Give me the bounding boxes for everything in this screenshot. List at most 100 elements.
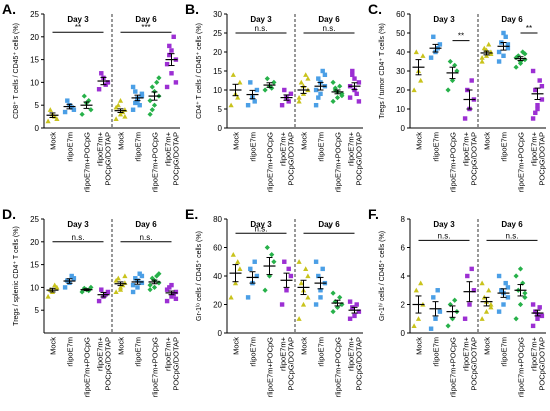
- data-point: [305, 273, 311, 279]
- x-tick-label: rlipoE7m+POCpG: [449, 132, 458, 192]
- data-point: [431, 295, 436, 300]
- data-point: [151, 284, 158, 290]
- data-point: [62, 285, 68, 290]
- y-tick-label: 40: [396, 48, 405, 57]
- data-point: [467, 302, 472, 307]
- data-point: [45, 118, 51, 124]
- data-point: [122, 273, 128, 279]
- significance-label: **: [75, 23, 81, 32]
- x-tick-label: POCpG/DOTAP: [538, 132, 547, 186]
- data-point: [133, 276, 138, 281]
- data-point: [135, 285, 140, 290]
- x-tick-label: rlipoE7m+: [96, 336, 105, 371]
- data-point: [513, 64, 519, 70]
- data-point: [462, 116, 468, 121]
- data-point: [486, 41, 492, 47]
- data-point: [296, 98, 302, 104]
- data-point: [117, 98, 124, 103]
- day-label: Day 6: [501, 220, 523, 229]
- data-point: [52, 282, 58, 288]
- data-point: [505, 45, 511, 51]
- data-point: [173, 80, 179, 85]
- x-tick-label: rlipoE7m: [317, 337, 326, 367]
- data-point: [105, 289, 111, 295]
- significance-label: n.s.: [323, 24, 336, 33]
- data-point: [354, 91, 359, 97]
- data-point: [71, 276, 77, 281]
- data-point: [65, 98, 70, 103]
- y-tick-label: 60: [396, 10, 405, 19]
- data-point: [113, 277, 119, 283]
- x-tick-label: Mock: [232, 132, 241, 150]
- data-point: [447, 58, 453, 65]
- data-point: [164, 298, 170, 304]
- data-point: [133, 89, 138, 94]
- data-point: [479, 58, 485, 64]
- data-point: [149, 107, 155, 113]
- x-tick-label: rlipoE7m: [500, 337, 509, 367]
- x-tick-label: Mock: [415, 337, 424, 355]
- data-point: [139, 280, 145, 286]
- data-point: [62, 109, 68, 115]
- x-tick-label: rlipoE7m+POCpG: [151, 132, 160, 192]
- data-point: [252, 99, 257, 104]
- data-point: [147, 287, 153, 293]
- data-point: [316, 273, 321, 279]
- x-tick-label: rlipoE7m: [317, 132, 326, 162]
- day-label: Day 6: [318, 220, 340, 229]
- data-point: [279, 102, 285, 108]
- y-tick-label: 10: [30, 78, 39, 87]
- data-point: [305, 76, 311, 81]
- data-point: [228, 294, 234, 300]
- data-point: [517, 301, 524, 308]
- data-point: [296, 259, 302, 264]
- data-point: [503, 34, 508, 40]
- day-label: Day 3: [250, 15, 272, 24]
- x-tick-label: rlipoE7m: [134, 337, 143, 367]
- data-point: [411, 323, 417, 328]
- data-point: [298, 280, 304, 286]
- data-point: [164, 287, 170, 292]
- panel: E. Gr-1ˡᵒ cells / CD45⁺ cells (%) 0 20 40 60 8…: [185, 206, 364, 397]
- data-point: [230, 72, 236, 77]
- data-point: [322, 72, 328, 78]
- data-point: [245, 295, 251, 300]
- y-tick-label: 20: [30, 238, 39, 247]
- data-point: [334, 95, 341, 101]
- data-point: [413, 287, 419, 293]
- y-tick-label: 25: [30, 215, 39, 224]
- data-point: [535, 106, 540, 112]
- data-point: [445, 323, 451, 329]
- data-point: [113, 289, 119, 295]
- data-point: [171, 34, 176, 40]
- x-tick-label: Mock: [300, 132, 309, 150]
- x-tick-label: POCpG/DOTAP: [355, 337, 364, 391]
- significance-label: **: [458, 32, 464, 41]
- data-point: [488, 51, 494, 56]
- data-point: [318, 91, 323, 97]
- y-tick-label: 0: [401, 329, 406, 338]
- x-tick-label: rlipoE7m: [249, 337, 258, 367]
- x-tick-label: Mock: [300, 337, 309, 355]
- significance-label: n.s.: [506, 231, 519, 240]
- data-point: [415, 316, 422, 321]
- data-point: [47, 107, 53, 112]
- data-point: [513, 273, 519, 279]
- data-point: [99, 71, 104, 76]
- y-tick-label: 10: [213, 86, 222, 95]
- data-point: [428, 55, 434, 60]
- data-point: [431, 34, 436, 40]
- y-tick-label: 25: [213, 29, 222, 38]
- data-point: [133, 100, 138, 106]
- data-point: [305, 294, 311, 300]
- x-tick-label: POCpG/DOTAP: [287, 337, 296, 391]
- data-point: [45, 293, 51, 299]
- x-tick-label: POCpG/DOTAP: [172, 132, 181, 186]
- y-axis-label: CD4⁺ T cells / CD45⁺ cells (%): [196, 23, 203, 119]
- x-tick-label: Mock: [117, 132, 126, 150]
- y-axis-label: Tregs / splenic CD4⁺ T cells (%): [13, 226, 20, 326]
- data-point: [169, 282, 174, 288]
- data-point: [284, 288, 289, 293]
- data-point: [496, 309, 502, 314]
- x-tick-label: Mock: [483, 132, 492, 150]
